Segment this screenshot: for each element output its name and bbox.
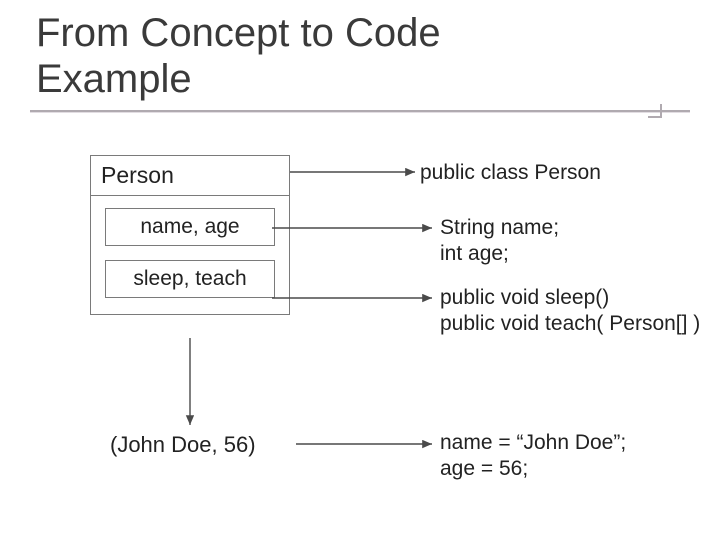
attributes-cell: name, age [105, 208, 275, 246]
slide-title: From Concept to Code Example [36, 10, 441, 102]
title-underline [30, 110, 690, 112]
class-name: Person [91, 156, 289, 196]
code-class-decl: public class Person [420, 160, 601, 186]
title-line2: Example [36, 57, 192, 101]
class-body: name, age sleep, teach [91, 196, 289, 314]
title-underline-notch [648, 104, 662, 118]
instance-label: (John Doe, 56) [110, 432, 256, 458]
code-methods: public void sleep() public void teach( P… [440, 285, 700, 338]
code-assignment: name = “John Doe”; age = 56; [440, 430, 626, 483]
methods-cell: sleep, teach [105, 260, 275, 298]
title-line1: From Concept to Code [36, 11, 441, 55]
class-box: Person name, age sleep, teach [90, 155, 290, 315]
code-fields: String name; int age; [440, 215, 559, 268]
